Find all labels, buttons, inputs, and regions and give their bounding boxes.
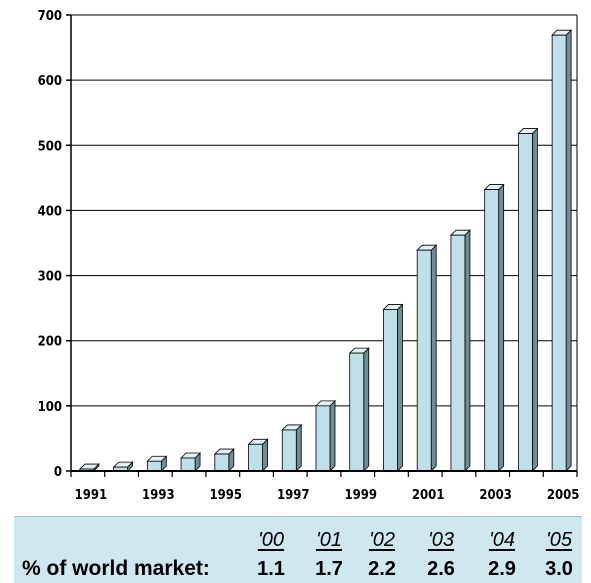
market-value-05: 3.0 <box>545 558 573 580</box>
bar <box>315 399 336 472</box>
bar <box>112 461 134 472</box>
bar-side <box>295 423 302 472</box>
bar <box>281 423 303 472</box>
bar-front <box>518 133 533 472</box>
market-share-panel: % of world market: '00 '01 '02 '03 '04 '… <box>14 516 582 583</box>
bar-side <box>430 244 437 472</box>
bar-side <box>397 303 403 472</box>
bar-front <box>349 352 365 472</box>
bar-side <box>532 127 538 472</box>
bar-front <box>315 405 331 472</box>
bars <box>78 29 573 472</box>
y-tick-label: 500 <box>38 139 62 154</box>
bar-front <box>214 453 230 472</box>
bar-side <box>363 347 370 472</box>
bar <box>348 347 370 472</box>
market-year-04: '04 <box>488 529 516 551</box>
market-year-00: '00 <box>257 529 285 551</box>
bar <box>146 455 168 472</box>
x-tick-label: 1999 <box>344 488 377 503</box>
market-value-01: 1.7 <box>315 558 343 580</box>
bar-side <box>498 183 505 472</box>
bar <box>449 229 471 472</box>
bar <box>382 303 404 472</box>
y-tick-label: 200 <box>38 335 62 350</box>
bar-side <box>329 399 336 472</box>
market-year-03: '03 <box>427 529 455 551</box>
x-tick-label: 1991 <box>75 488 108 503</box>
bar-side <box>464 229 471 472</box>
bar-front <box>416 249 432 472</box>
bar-side <box>565 29 572 472</box>
market-value-04: 2.9 <box>488 558 516 580</box>
y-axis-ticks: 0 100 200 300 400 500 600 700 <box>38 9 71 480</box>
y-tick-label: 100 <box>38 400 62 415</box>
bar <box>517 127 539 472</box>
y-tick-label: 0 <box>54 465 62 480</box>
y-tick-label: 300 <box>38 270 62 285</box>
bar <box>180 452 202 472</box>
bar-front <box>450 234 466 472</box>
market-value-03: 2.6 <box>427 558 455 580</box>
y-tick-label: 700 <box>38 9 62 24</box>
bar-front <box>248 443 263 472</box>
y-tick-label: 400 <box>38 204 62 219</box>
x-tick-label: 1995 <box>210 488 243 503</box>
bar-front <box>551 34 567 472</box>
y-tick-label: 600 <box>38 74 62 89</box>
bar-front <box>383 309 398 472</box>
x-tick-label: 2001 <box>412 488 445 503</box>
x-tick-label: 1997 <box>277 488 310 503</box>
market-value-02: 2.2 <box>368 558 396 580</box>
bar <box>416 244 438 472</box>
bar <box>551 29 573 472</box>
market-year-02: '02 <box>368 529 396 551</box>
bar <box>78 463 100 472</box>
bar <box>247 438 269 472</box>
x-tick-label: 2005 <box>547 488 580 503</box>
market-year-01: '01 <box>315 529 343 551</box>
market-year-05: '05 <box>545 529 573 551</box>
bar <box>483 183 505 472</box>
bar-front <box>484 189 500 472</box>
market-value-00: 1.1 <box>257 558 285 580</box>
bar <box>213 448 235 472</box>
bar-front <box>180 457 196 472</box>
market-share-label: % of world market: <box>22 557 210 580</box>
bar-front <box>146 460 162 472</box>
x-axis-ticks: 1991 1993 1995 1997 1999 2001 2003 2005 <box>70 471 580 503</box>
x-tick-label: 1993 <box>142 488 175 503</box>
x-tick-label: 2003 <box>479 488 512 503</box>
bar-front <box>281 429 297 472</box>
